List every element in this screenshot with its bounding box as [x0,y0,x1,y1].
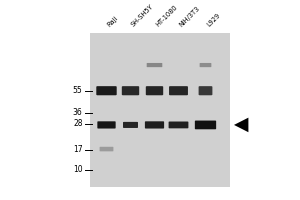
FancyBboxPatch shape [146,86,163,95]
FancyBboxPatch shape [200,63,212,67]
Text: SH-SH5Y: SH-SH5Y [130,3,155,28]
Text: Raji: Raji [106,15,119,28]
Text: NIH/3T3: NIH/3T3 [178,5,201,28]
FancyBboxPatch shape [199,86,212,95]
Text: 28: 28 [73,119,82,128]
Text: L929: L929 [206,12,221,28]
FancyBboxPatch shape [147,63,162,67]
Text: 17: 17 [73,145,82,154]
Polygon shape [234,118,248,132]
FancyBboxPatch shape [96,86,117,95]
Bar [90,33,230,187]
FancyBboxPatch shape [122,86,139,95]
Text: 36: 36 [73,108,82,117]
Text: 55: 55 [73,86,82,95]
FancyBboxPatch shape [169,86,188,95]
FancyBboxPatch shape [100,147,113,151]
Text: HT-1080: HT-1080 [154,4,178,28]
FancyBboxPatch shape [145,121,164,129]
FancyBboxPatch shape [195,121,216,129]
FancyBboxPatch shape [97,121,116,129]
FancyBboxPatch shape [169,122,188,128]
Text: 10: 10 [73,165,82,174]
FancyBboxPatch shape [123,122,138,128]
